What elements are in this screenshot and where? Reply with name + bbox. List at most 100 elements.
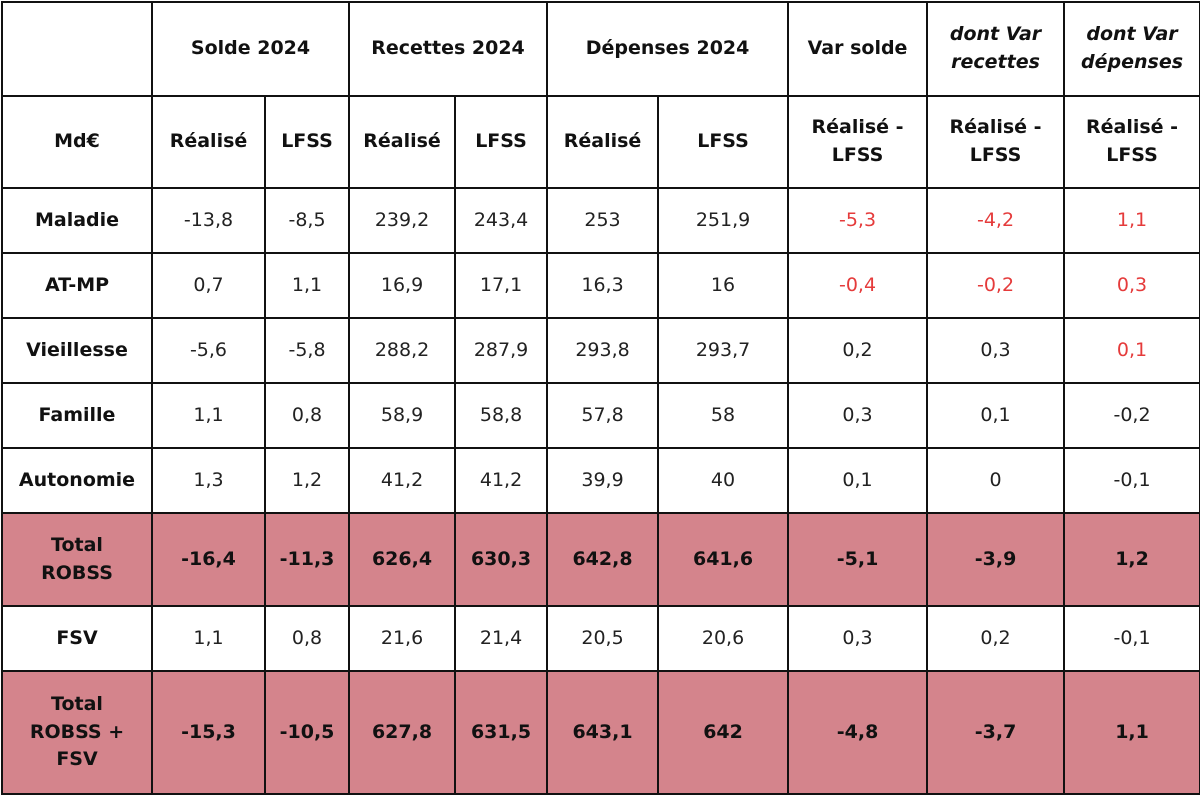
row-label: Famille — [1, 382, 153, 449]
value-cell: 253 — [546, 187, 660, 254]
sub-header-solde-realise: Réalisé — [151, 95, 266, 189]
diff-line2: LFSS — [831, 144, 884, 166]
value-cell: 21,4 — [454, 605, 549, 672]
value-cell: 293,8 — [546, 317, 660, 384]
value-cell: 40 — [657, 447, 790, 514]
value-cell: 1,2 — [263, 447, 351, 514]
row-label: Total ROBSS + FSV — [1, 670, 153, 795]
row-label: Vieillesse — [1, 317, 153, 384]
value-cell: -0,1 — [1063, 447, 1200, 514]
value-cell: -3,7 — [926, 670, 1066, 795]
row-label: Maladie — [1, 187, 153, 254]
value-cell: -3,9 — [926, 512, 1066, 607]
sub-header-depenses-realise: Réalisé — [546, 95, 660, 189]
value-cell: 627,8 — [348, 670, 457, 795]
value-cell: 0,2 — [926, 605, 1066, 672]
row-label: AT-MP — [1, 252, 153, 319]
group-header-depenses: Dépenses 2024 — [546, 1, 790, 97]
row-label-line: ROBSS — [41, 561, 113, 584]
value-cell: 0,1 — [926, 382, 1066, 449]
group-header-var-recettes-line2: recettes — [951, 51, 1040, 73]
row-label: Autonomie — [1, 447, 153, 514]
table-row-total: Total ROBSS + FSV -15,3 -10,5 627,8 631,5 643,1… — [1, 670, 1200, 795]
value-cell: -16,4 — [151, 512, 266, 607]
value-cell: -4,2 — [926, 187, 1066, 254]
value-cell: 57,8 — [546, 382, 660, 449]
sub-header-var-depenses-diff: Réalisé - LFSS — [1063, 95, 1200, 189]
value-cell: -13,8 — [151, 187, 266, 254]
unit-label: Md€ — [1, 95, 153, 189]
value-cell: 239,2 — [348, 187, 457, 254]
group-header-var-depenses-line2: dépenses — [1081, 51, 1184, 73]
row-label-line: FSV — [56, 748, 98, 771]
group-header-var-recettes: dont Var recettes — [926, 1, 1066, 97]
value-cell: -0,1 — [1063, 605, 1200, 672]
value-cell: 0,3 — [787, 605, 929, 672]
value-cell: 1,1 — [151, 382, 266, 449]
value-cell: 1,2 — [1063, 512, 1200, 607]
value-cell: 0,2 — [787, 317, 929, 384]
value-cell: 0,1 — [787, 447, 929, 514]
corner-cell — [1, 1, 153, 97]
value-cell: -5,1 — [787, 512, 929, 607]
table-row: AT-MP 0,7 1,1 16,9 17,1 16,3 16 -0,4 -0,2 0,3 — [1, 252, 1200, 319]
value-cell: 41,2 — [454, 447, 549, 514]
group-header-solde: Solde 2024 — [150, 1, 351, 97]
value-cell: 288,2 — [348, 317, 457, 384]
value-cell: -0,2 — [1063, 382, 1200, 449]
header-row-groups: Solde 2024 Recettes 2024 Dépenses 2024 V… — [1, 1, 1200, 97]
group-header-var-depenses: dont Var dépenses — [1063, 1, 1200, 97]
value-cell: -8,5 — [263, 187, 351, 254]
value-cell: -11,3 — [263, 512, 351, 607]
table-row: Famille 1,1 0,8 58,9 58,8 57,8 58 0,3 0,1 -0,2 — [1, 382, 1200, 449]
sub-header-solde-lfss: LFSS — [263, 95, 351, 189]
value-cell: -15,3 — [151, 670, 266, 795]
row-label-line: ROBSS + — [29, 720, 125, 743]
value-cell: -10,5 — [263, 670, 351, 795]
value-cell: 251,9 — [657, 187, 790, 254]
value-cell: 1,1 — [263, 252, 351, 319]
value-cell: -5,8 — [263, 317, 351, 384]
group-header-var-depenses-line1: dont Var — [1086, 23, 1178, 46]
value-cell: 1,1 — [1063, 187, 1200, 254]
value-cell: 20,6 — [657, 605, 790, 672]
value-cell: 58,8 — [454, 382, 549, 449]
value-cell: 630,3 — [454, 512, 549, 607]
diff-line1: Réalisé - — [1086, 116, 1179, 139]
value-cell: 643,1 — [546, 670, 660, 795]
row-label-line: Maladie — [34, 208, 120, 231]
diff-line2: LFSS — [1106, 144, 1158, 166]
group-header-recettes: Recettes 2024 — [348, 1, 549, 97]
value-cell: 293,7 — [657, 317, 790, 384]
sub-header-var-recettes-diff: Réalisé - LFSS — [926, 95, 1066, 189]
value-cell: 16,3 — [546, 252, 660, 319]
value-cell: 0,7 — [151, 252, 266, 319]
value-cell: 17,1 — [454, 252, 549, 319]
value-cell: 642,8 — [546, 512, 660, 607]
group-header-var-solde: Var solde — [787, 1, 929, 97]
value-cell: 0,3 — [787, 382, 929, 449]
row-label-line: Autonomie — [18, 468, 136, 491]
value-cell: 287,9 — [454, 317, 549, 384]
row-label-line: Vieillesse — [26, 338, 128, 361]
value-cell: 16 — [657, 252, 790, 319]
header-row-sub: Md€ Réalisé LFSS Réalisé LFSS Réalisé LF… — [1, 95, 1200, 189]
sub-header-depenses-lfss: LFSS — [657, 95, 790, 189]
sub-header-recettes-realise: Réalisé — [348, 95, 457, 189]
row-label-line: Total — [51, 533, 103, 556]
value-cell: 1,1 — [1063, 670, 1200, 795]
row-label-line: AT-MP — [44, 273, 110, 296]
row-label-line: FSV — [56, 626, 98, 649]
row-label-line: Famille — [38, 403, 116, 426]
value-cell: 626,4 — [348, 512, 457, 607]
diff-line1: Réalisé - — [811, 116, 904, 139]
value-cell: 0,8 — [263, 382, 351, 449]
row-label: FSV — [1, 605, 153, 672]
value-cell: 1,3 — [151, 447, 266, 514]
value-cell: 0,1 — [1063, 317, 1200, 384]
value-cell: 0 — [926, 447, 1066, 514]
value-cell: -5,3 — [787, 187, 929, 254]
diff-line1: Réalisé - — [949, 116, 1042, 139]
value-cell: 1,1 — [151, 605, 266, 672]
